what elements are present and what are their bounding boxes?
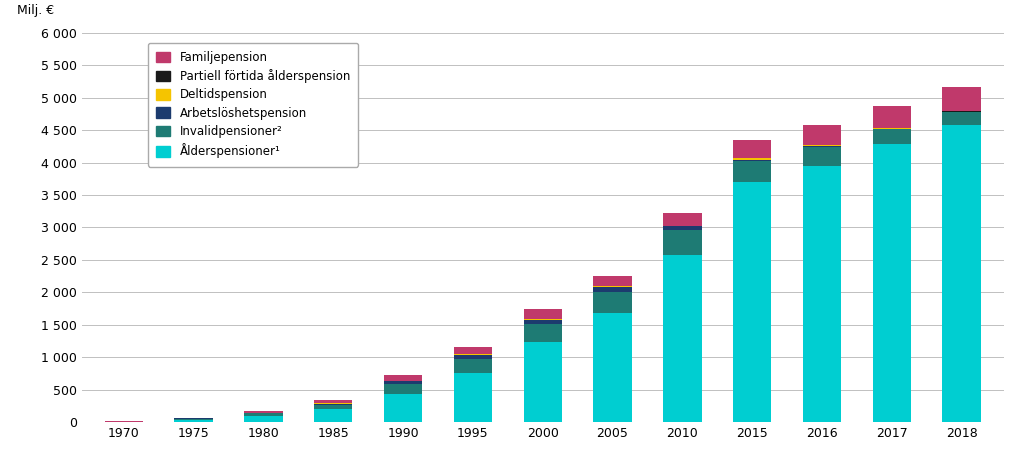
Bar — [523, 324, 562, 342]
Bar — [593, 313, 632, 422]
Bar — [314, 405, 352, 409]
Bar — [523, 309, 562, 318]
Bar — [593, 292, 632, 313]
Bar — [733, 159, 771, 160]
Bar — [174, 418, 213, 419]
Bar — [454, 359, 493, 373]
Bar — [872, 106, 911, 128]
Bar — [454, 347, 493, 355]
Bar — [803, 125, 841, 145]
Bar — [384, 394, 422, 422]
Bar — [664, 226, 701, 227]
Bar — [803, 147, 841, 166]
Bar — [664, 255, 701, 422]
Bar — [523, 342, 562, 422]
Bar — [523, 319, 562, 324]
Bar — [664, 230, 701, 255]
Bar — [523, 318, 562, 319]
Bar — [245, 416, 283, 422]
Bar — [245, 411, 283, 413]
Bar — [454, 356, 493, 359]
Bar — [733, 140, 771, 159]
Bar — [454, 373, 493, 422]
Bar — [384, 381, 422, 385]
Bar — [245, 413, 283, 416]
Bar — [733, 182, 771, 422]
Bar — [733, 160, 771, 161]
Bar — [314, 404, 352, 405]
Bar — [384, 385, 422, 394]
Bar — [872, 129, 911, 144]
Bar — [664, 213, 701, 226]
Bar — [593, 276, 632, 286]
Bar — [174, 419, 213, 422]
Bar — [593, 286, 632, 287]
Bar — [314, 400, 352, 403]
Bar — [942, 125, 981, 422]
Bar — [872, 144, 911, 422]
Bar — [942, 111, 981, 112]
Legend: Familjepension, Partiell förtida ålderspension, Deltidspension, Arbetslöshetspen: Familjepension, Partiell förtida åldersp… — [147, 43, 358, 166]
Bar — [593, 287, 632, 292]
Bar — [872, 128, 911, 129]
Bar — [733, 161, 771, 182]
Bar — [314, 409, 352, 422]
Bar — [384, 375, 422, 380]
Bar — [942, 87, 981, 111]
Bar — [942, 112, 981, 125]
Bar — [384, 380, 422, 381]
Text: Milj. €: Milj. € — [17, 4, 54, 17]
Bar — [454, 355, 493, 356]
Bar — [803, 145, 841, 146]
Bar — [664, 227, 701, 230]
Bar — [803, 166, 841, 422]
